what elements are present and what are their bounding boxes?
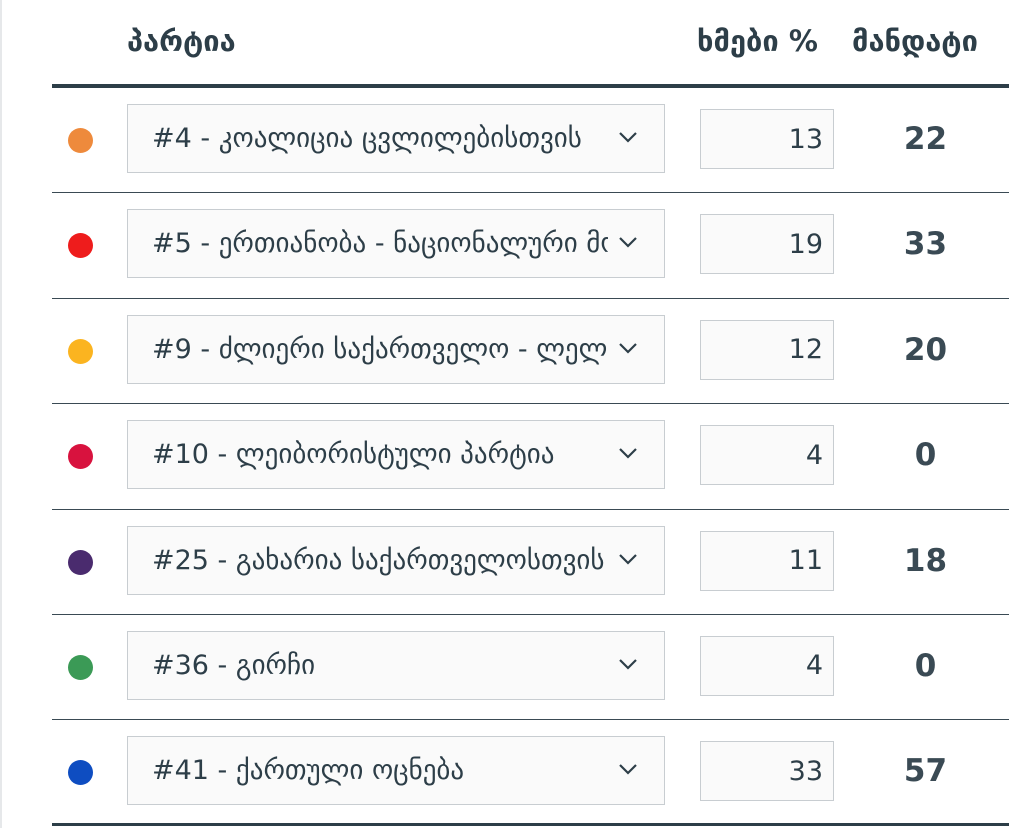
party-color-dot xyxy=(68,549,93,575)
row-divider xyxy=(52,403,1009,405)
party-select[interactable]: #4 - კოალიცია ცვლილებისთვის xyxy=(127,104,665,173)
party-color-dot xyxy=(68,338,93,364)
column-header-votes-percent: ხმები % xyxy=(697,24,818,58)
party-select-value: #5 - ერთიანობა - ნაციონალური მოძრაობა xyxy=(152,228,608,260)
votes-percent-input[interactable] xyxy=(700,635,834,696)
table-row: #36 - გირჩი 0 xyxy=(0,615,1009,721)
row-divider xyxy=(52,613,1009,615)
seats-value: 33 xyxy=(903,226,948,263)
table-row: #25 - გახარია საქართველოსთვის 18 xyxy=(0,510,1009,615)
party-color-dot xyxy=(68,233,93,259)
left-edge-divider xyxy=(0,0,2,828)
party-select[interactable]: #5 - ერთიანობა - ნაციონალური მოძრაობა xyxy=(127,209,665,279)
party-select[interactable]: #9 - ძლიერი საქართველო - ლელო xyxy=(127,314,665,384)
chevron-down-icon xyxy=(619,448,637,459)
party-select[interactable]: #41 - ქართული ოცნება xyxy=(127,736,665,806)
party-select-value: #4 - კოალიცია ცვლილებისთვის xyxy=(152,123,582,154)
table-row: #41 - ქართული ოცნება 57 xyxy=(0,720,1009,826)
party-color-dot xyxy=(68,444,93,470)
party-color-dot xyxy=(68,654,93,680)
table-header: პარტია ხმები % მანდატი xyxy=(0,0,1009,88)
seats-value: 0 xyxy=(914,647,937,684)
votes-percent-input[interactable] xyxy=(700,741,834,802)
party-select-value: #41 - ქართული ოცნება xyxy=(152,755,465,787)
chevron-down-icon xyxy=(619,659,637,670)
table-bottom-divider xyxy=(52,822,1009,826)
table-row: #4 - კოალიცია ცვლილებისთვის 22 xyxy=(0,88,1009,194)
seats-value: 20 xyxy=(903,331,948,368)
party-select-value: #36 - გირჩი xyxy=(152,649,316,681)
party-select[interactable]: #25 - გახარია საქართველოსთვის xyxy=(127,525,665,595)
chevron-down-icon xyxy=(619,237,637,248)
row-divider xyxy=(52,297,1009,299)
table-row: #9 - ძლიერი საქართველო - ლელო 20 xyxy=(0,299,1009,405)
seats-value: 18 xyxy=(903,542,948,579)
votes-percent-input[interactable] xyxy=(700,425,834,486)
party-color-dot xyxy=(68,128,93,153)
party-color-dot xyxy=(68,760,93,786)
table-row: #5 - ერთიანობა - ნაციონალური მოძრაობა 33 xyxy=(0,193,1009,299)
row-divider xyxy=(52,719,1009,721)
row-divider xyxy=(52,508,1009,510)
column-header-seats: მანდატი xyxy=(852,24,978,58)
votes-percent-input[interactable] xyxy=(700,530,834,591)
chevron-down-icon xyxy=(619,343,637,354)
votes-percent-input[interactable] xyxy=(700,319,834,380)
party-select-value: #9 - ძლიერი საქართველო - ლელო xyxy=(152,333,608,365)
row-divider xyxy=(52,192,1009,194)
column-header-party: პარტია xyxy=(127,24,236,58)
party-select-value: #10 - ლეიბორისტული პარტია xyxy=(152,439,555,471)
seats-value: 0 xyxy=(914,437,937,474)
chevron-down-icon xyxy=(619,132,637,143)
header-divider xyxy=(52,84,1009,88)
votes-percent-input[interactable] xyxy=(700,109,834,169)
seats-value: 22 xyxy=(903,121,948,157)
votes-percent-input[interactable] xyxy=(700,214,834,275)
seats-value: 57 xyxy=(903,753,948,790)
party-select-value: #25 - გახარია საქართველოსთვის xyxy=(152,544,605,576)
chevron-down-icon xyxy=(619,764,637,775)
table-row: #10 - ლეიბორისტული პარტია 0 xyxy=(0,404,1009,510)
chevron-down-icon xyxy=(619,553,637,565)
party-select[interactable]: #10 - ლეიბორისტული პარტია xyxy=(127,420,665,490)
party-select[interactable]: #36 - გირჩი xyxy=(127,630,665,700)
party-rows: #4 - კოალიცია ცვლილებისთვის 22 #5 - ერთი… xyxy=(0,88,1009,826)
